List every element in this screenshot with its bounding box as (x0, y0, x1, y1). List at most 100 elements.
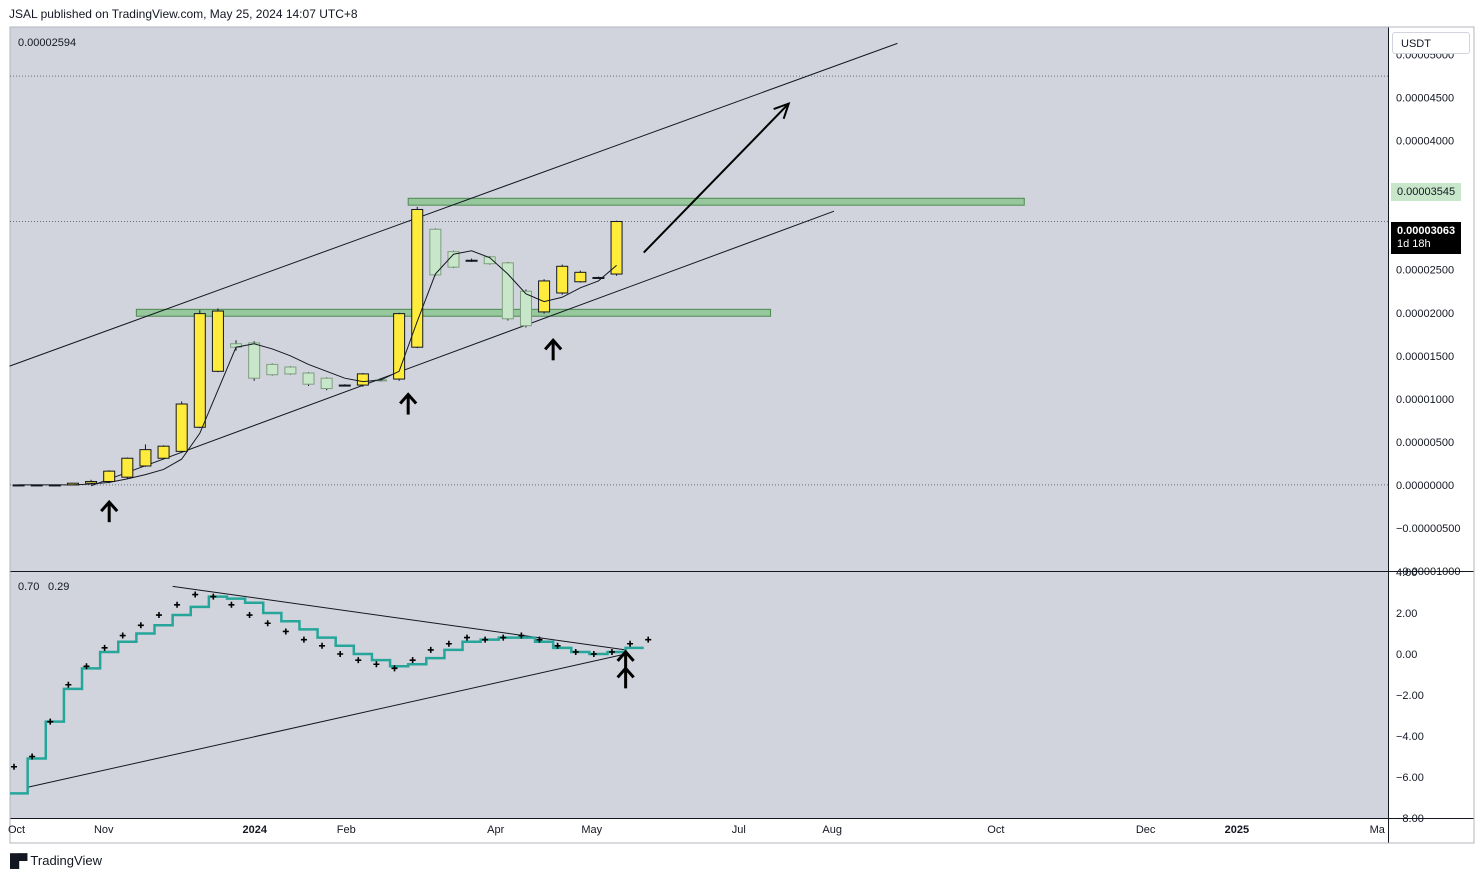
up-arrow-icon-head (399, 392, 418, 405)
indicator-dot-marker (228, 601, 235, 608)
candle-body (266, 363, 279, 376)
indicator-axis-tick-label: −4.00 (1396, 731, 1424, 743)
indicator-dot-marker (337, 651, 344, 657)
indicator-dot-marker (482, 636, 489, 643)
candle-body (393, 313, 406, 380)
candle-body (248, 342, 261, 379)
candle-body (121, 457, 134, 478)
price-axis-tick-label: 0.00004000 (1396, 136, 1454, 148)
publication-header: JSAL published on TradingView.com, May 2… (9, 7, 358, 21)
zone-price-label: 0.00003545 (1391, 183, 1461, 201)
indicator-legend-value-b: 0.29 (48, 581, 69, 593)
time-axis-tick-label: Aug (822, 824, 842, 836)
time-axis-tick-label: Jul (732, 824, 746, 836)
indicator-dot-marker (645, 636, 652, 643)
indicator-dot-marker (282, 628, 289, 635)
time-axis-tick-label: Dec (1136, 824, 1156, 836)
candle-body (429, 228, 442, 276)
tradingview-logo-icon: █▀ (10, 853, 27, 868)
indicator-dot-marker (445, 640, 452, 647)
price-axis-tick-label: −0.00001000 (1396, 566, 1461, 578)
indicator-dot-marker (155, 612, 162, 619)
indicator-dot-marker (409, 657, 416, 664)
indicator-dot-marker (590, 651, 597, 657)
time-axis-tick-label: Oct (987, 824, 1004, 836)
indicator-dot-marker (427, 646, 434, 653)
price-axis-tick-label: −0.00000500 (1396, 523, 1461, 535)
indicator-dot-marker (536, 636, 543, 643)
indicator-dot-marker (11, 763, 17, 770)
channel-trendline (90, 210, 835, 487)
price-axis[interactable]: 0.000050000.000045000.000040000.00002500… (1396, 50, 1461, 825)
candle-body (139, 449, 152, 467)
time-axis-tick-label: May (581, 824, 602, 836)
candle-body (302, 372, 315, 385)
indicator-dot-marker (500, 634, 507, 641)
projection-arrow (643, 102, 790, 254)
last-price-value: 0.00003063 (1397, 225, 1456, 237)
up-arrow-icon-head (100, 499, 119, 513)
indicator-dot-marker (192, 591, 199, 598)
candle-body (574, 271, 587, 283)
candle-body (538, 280, 551, 313)
main-pane-background (10, 27, 1388, 571)
candle-body (175, 403, 188, 452)
indicator-step-line (10, 595, 644, 795)
indicator-dot-marker (373, 661, 380, 668)
main-legend-value: 0.00002594 (18, 37, 76, 49)
indicator-dot-marker (65, 681, 72, 688)
sub-pane-background (10, 572, 1388, 818)
indicator-dot-marker (119, 632, 126, 639)
double-up-arrow-icon-lower-head (616, 666, 635, 679)
candle-body (103, 470, 116, 482)
candle-body (411, 208, 424, 348)
time-axis-tick-label: Nov (94, 824, 114, 836)
time-axis[interactable]: Oct Nov 2024 Feb Apr May Jul Aug Oct Dec 2025 Ma (8, 824, 1386, 836)
indicator-axis-tick-label: −6.00 (1396, 772, 1424, 784)
candle-body (356, 373, 369, 386)
projection-arrow-head-icon (773, 101, 791, 120)
price-axis-tick-label: 0.00004500 (1396, 93, 1454, 105)
indicator-axis-tick-label: −8.00 (1396, 813, 1424, 825)
indicator-axis-tick-label: 0.00 (1396, 649, 1417, 661)
indicator-legend-value-a: 0.70 (18, 581, 39, 593)
price-axis-tick-label: 0.00002000 (1396, 308, 1454, 320)
channel-trendline (9, 42, 898, 367)
time-axis-tick-label: Ma (1370, 824, 1386, 836)
chart-frame (9, 26, 1475, 844)
candle-body (519, 290, 532, 327)
candle-body (320, 377, 333, 390)
candle-body (592, 276, 605, 279)
footer-brand-label: TradingView (30, 853, 102, 868)
footer-brand[interactable]: █▀ TradingView (10, 853, 102, 868)
bar-countdown: 1d 18h (1397, 238, 1431, 250)
time-axis-tick-label: 2024 (243, 824, 268, 836)
candle-body (338, 384, 351, 387)
indicator-dot-marker (608, 648, 615, 655)
candle-body (447, 251, 460, 268)
indicator-dot-marker (174, 601, 181, 608)
candle-body (85, 480, 98, 484)
indicator-pane[interactable] (10, 585, 652, 795)
indicator-dot-marker (137, 622, 144, 629)
candle-body (284, 366, 297, 375)
price-axis-tick-label: 0.00002500 (1396, 265, 1454, 277)
indicator-dot-marker (464, 634, 470, 641)
candle-body (193, 313, 206, 428)
main-pane[interactable] (9, 42, 1388, 523)
currency-selector[interactable]: USDT (1392, 32, 1470, 54)
indicator-axis-tick-label: 4.00 (1396, 567, 1417, 579)
price-axis-tick-label: 0.00000000 (1396, 480, 1454, 492)
candle-body (465, 259, 478, 262)
time-axis-tick-label: Oct (8, 824, 25, 836)
indicator-dot-marker (83, 663, 90, 670)
price-axis-tick-label: 0.00001000 (1396, 394, 1454, 406)
price-zone (135, 308, 772, 317)
double-up-arrow-icon-head (616, 649, 635, 662)
candle-body (556, 265, 569, 294)
indicator-axis-tick-label: 2.00 (1396, 608, 1417, 620)
last-price-tag: 0.00003063 1d 18h (1391, 222, 1461, 254)
time-axis-tick-label: Apr (487, 824, 504, 836)
price-axis-tick-label: 0.00000500 (1396, 437, 1454, 449)
